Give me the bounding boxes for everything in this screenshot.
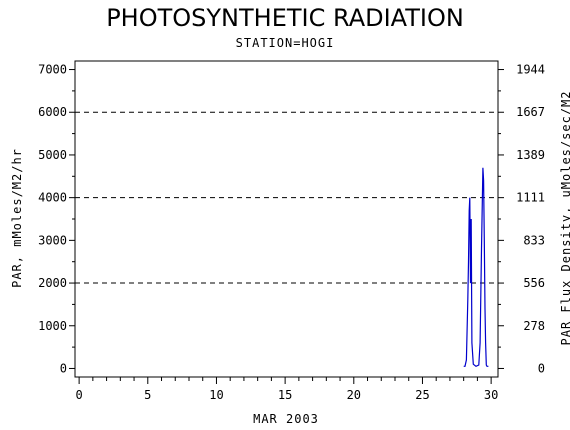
x-tick-label: 5 [144, 388, 151, 402]
series-group [463, 167, 489, 367]
y-tick-label: 5000 [38, 148, 67, 162]
x-tick-label: 30 [484, 388, 498, 402]
x-axis-label: MAR 2003 [253, 412, 319, 426]
x-tick-label: 15 [278, 388, 292, 402]
y-tick-label: 3000 [38, 233, 67, 247]
y-right-tick-label: 556 [523, 276, 545, 290]
y-right-tick-label: 833 [523, 233, 545, 247]
chart-title: PHOTOSYNTHETIC RADIATION [106, 4, 464, 32]
y-right-tick-label: 1944 [516, 63, 545, 77]
y-tick-label: 0 [60, 361, 67, 375]
y-axis-label-left: PAR, mMoles/M2/hr [10, 148, 24, 288]
y-right-tick-label: 278 [523, 319, 545, 333]
x-axis: 0 5 10 15 20 25 30 [76, 377, 498, 402]
y-tick-label: 6000 [38, 105, 67, 119]
x-tick-label: 0 [76, 388, 83, 402]
y-tick-label: 4000 [38, 191, 67, 205]
x-tick-label: 10 [209, 388, 223, 402]
chart-subtitle: STATION=HOGI [235, 36, 335, 50]
y-tick-label: 1000 [38, 319, 67, 333]
y-right-tick-label: 1667 [516, 105, 545, 119]
series-line [463, 167, 489, 367]
y-right-tick-label: 1111 [516, 191, 545, 205]
y-tick-label: 7000 [38, 63, 67, 77]
y-right-tick-label: 1389 [516, 148, 545, 162]
y-axis-left: 0 1000 2000 3000 4000 5000 6000 7000 [38, 63, 75, 375]
y-right-tick-label: 0 [538, 361, 545, 375]
gridlines [75, 111, 498, 284]
x-tick-label: 25 [415, 388, 429, 402]
y-axis-label-right: PAR Flux Density, uMoles/sec/M2 [559, 91, 570, 346]
x-tick-label: 20 [347, 388, 361, 402]
y-tick-label: 2000 [38, 276, 67, 290]
plot-frame [74, 60, 499, 378]
y-axis-right: 0 278 556 833 1111 1389 1667 1944 [498, 63, 545, 375]
